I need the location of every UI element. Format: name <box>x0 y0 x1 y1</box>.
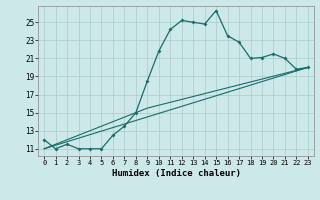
X-axis label: Humidex (Indice chaleur): Humidex (Indice chaleur) <box>111 169 241 178</box>
